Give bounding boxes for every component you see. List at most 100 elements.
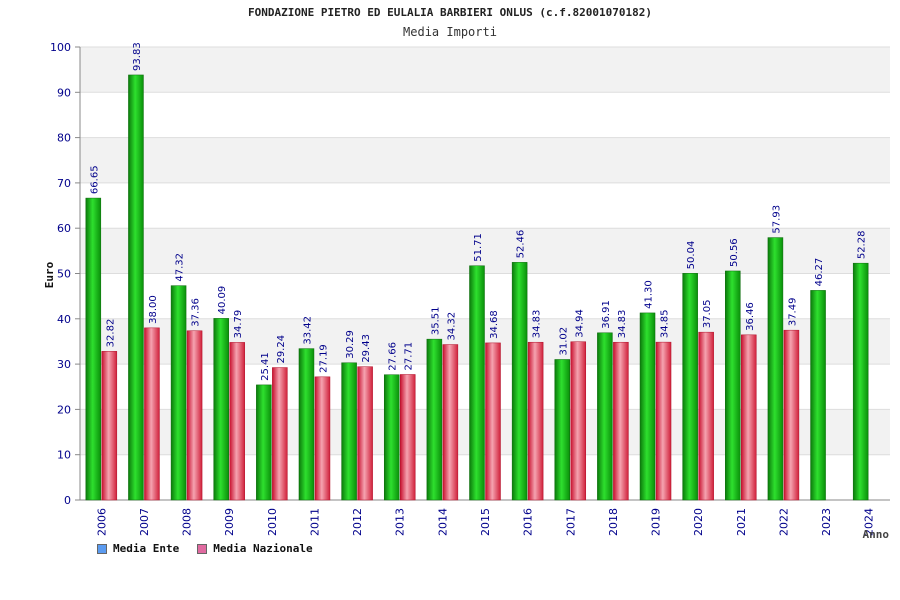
- x-axis-label: Anno: [863, 528, 890, 541]
- bar: [810, 290, 826, 501]
- grid-band: [80, 47, 890, 93]
- bar: [383, 374, 400, 501]
- bar: [341, 362, 357, 501]
- bar: [298, 348, 315, 501]
- bar: [852, 262, 869, 501]
- bar: [144, 327, 160, 501]
- data-label: 37.05: [702, 300, 713, 329]
- data-label: 50.04: [686, 241, 697, 270]
- x-tick-label: 2006: [95, 508, 108, 536]
- y-axis-label: Euro: [43, 261, 56, 288]
- x-tick-label: 2023: [820, 508, 833, 536]
- data-label: 52.28: [857, 231, 868, 260]
- legend-label-ente: Media Ente: [113, 542, 180, 555]
- x-tick-label: 2019: [650, 508, 663, 536]
- x-tick-label: 2018: [607, 508, 620, 536]
- data-label: 27.71: [404, 342, 415, 371]
- data-label: 57.93: [771, 205, 782, 234]
- data-label: 34.79: [233, 310, 244, 339]
- y-tick-label: 60: [57, 222, 71, 235]
- bar: [613, 341, 629, 501]
- data-label: 93.83: [132, 42, 143, 71]
- data-label: 27.19: [318, 344, 329, 373]
- data-label: 37.49: [787, 298, 798, 327]
- data-label: 47.32: [175, 253, 186, 282]
- chart-subtitle: Media Importi: [403, 25, 497, 39]
- bar: [101, 351, 118, 501]
- data-label: 35.51: [430, 306, 441, 335]
- data-label: 29.24: [276, 335, 287, 364]
- data-label: 29.43: [361, 334, 372, 363]
- data-label: 34.83: [617, 310, 628, 339]
- bar: [213, 318, 229, 501]
- bar: [272, 367, 288, 501]
- x-tick-label: 2024: [863, 508, 876, 536]
- bar: [442, 344, 459, 501]
- bar: [314, 376, 331, 501]
- bar: [570, 341, 587, 501]
- bar: [682, 273, 698, 501]
- data-label: 40.09: [217, 286, 228, 315]
- legend-swatch-nazionale: [197, 543, 208, 554]
- legend: Media Ente Media Nazionale: [97, 542, 313, 555]
- x-tick-label: 2020: [692, 508, 705, 536]
- x-tick-label: 2016: [522, 508, 535, 536]
- data-label: 46.27: [814, 258, 825, 287]
- y-tick-label: 20: [57, 403, 71, 416]
- x-tick-label: 2010: [266, 508, 279, 536]
- bar: [527, 341, 544, 501]
- y-tick-label: 40: [57, 313, 71, 326]
- y-tick-label: 90: [57, 86, 71, 99]
- bar: [698, 331, 714, 501]
- bar: [170, 285, 187, 501]
- data-label: 37.36: [191, 298, 202, 327]
- legend-item-nazionale: Media Nazionale: [197, 542, 313, 555]
- data-label: 32.82: [105, 319, 116, 348]
- y-tick-label: 70: [57, 177, 71, 190]
- x-tick-label: 2015: [479, 508, 492, 536]
- x-tick-label: 2011: [308, 508, 321, 536]
- y-tick-label: 50: [57, 268, 71, 281]
- bar: [85, 197, 102, 501]
- data-label: 30.29: [345, 330, 356, 359]
- data-label: 33.42: [302, 316, 313, 345]
- y-tick-label: 10: [57, 449, 71, 462]
- bar: [597, 332, 613, 501]
- x-tick-label: 2007: [138, 508, 151, 536]
- bar: [511, 262, 528, 501]
- bar: [469, 265, 485, 501]
- bar: [426, 338, 443, 501]
- x-tick-label: 2017: [564, 508, 577, 536]
- data-label: 66.65: [89, 165, 100, 194]
- x-tick-label: 2009: [223, 508, 236, 536]
- bar: [783, 329, 800, 501]
- bar: [655, 341, 672, 501]
- bar: [256, 384, 272, 501]
- grid-band: [80, 228, 890, 274]
- data-label: 34.68: [489, 310, 500, 339]
- data-label: 34.85: [660, 309, 671, 338]
- data-label: 34.32: [446, 312, 457, 341]
- data-label: 25.41: [260, 352, 271, 381]
- x-tick-label: 2014: [436, 508, 449, 536]
- data-label: 34.94: [574, 309, 585, 338]
- bar: [639, 312, 656, 501]
- bar: [741, 334, 757, 501]
- bar: [485, 342, 501, 501]
- data-label: 50.56: [729, 238, 740, 267]
- legend-label-nazionale: Media Nazionale: [213, 542, 313, 555]
- bar: [186, 330, 203, 501]
- data-label: 51.71: [473, 233, 484, 262]
- data-label: 27.66: [388, 342, 399, 371]
- x-tick-label: 2022: [777, 508, 790, 536]
- y-tick-label: 100: [50, 41, 71, 54]
- y-tick-label: 30: [57, 358, 71, 371]
- bar: [128, 74, 144, 501]
- bar: [725, 270, 741, 501]
- data-label: 36.46: [745, 302, 756, 331]
- bar: [229, 342, 245, 501]
- x-tick-label: 2012: [351, 508, 364, 536]
- data-label: 52.46: [516, 230, 527, 259]
- bar: [767, 237, 784, 501]
